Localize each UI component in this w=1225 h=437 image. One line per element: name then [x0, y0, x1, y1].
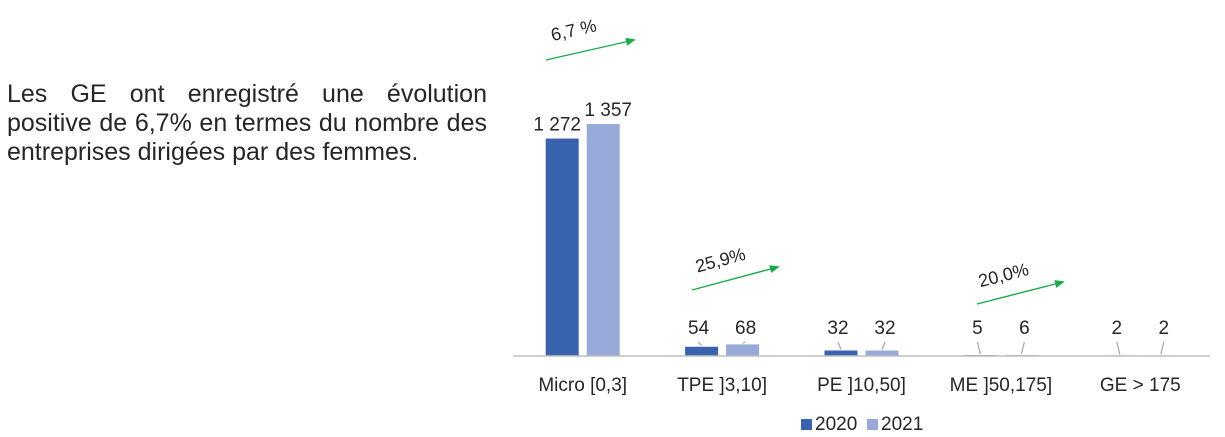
description-paragraph: Les GE ont enregistré une évolution posi… — [7, 80, 487, 166]
leader-line-2021-2 — [881, 341, 886, 350]
growth-label: 25,9% — [693, 244, 747, 277]
category-tick-label: ME ]50,175] — [950, 375, 1052, 396]
bar-2020-2 — [824, 350, 858, 356]
leader-line-2020-2 — [837, 341, 842, 350]
bar-2020-0 — [545, 138, 579, 356]
legend-swatch-2021 — [867, 419, 878, 430]
bar-2020-1 — [685, 346, 719, 356]
data-label-2021-1: 68 — [735, 318, 756, 339]
data-label-2021-3: 6 — [1019, 318, 1030, 339]
growth-arrow — [691, 265, 780, 291]
leader-line-2020-1 — [698, 341, 703, 347]
category-tick-label: TPE ]3,10] — [677, 375, 767, 396]
data-label-2020-0: 1 272 — [533, 115, 581, 136]
leader-line-2021-4 — [1160, 341, 1165, 355]
bar-2021-1 — [726, 344, 760, 356]
growth-label: 6,7 % — [549, 15, 598, 45]
growth-label: 20,0% — [976, 259, 1030, 291]
data-label-2020-2: 32 — [827, 318, 848, 339]
data-label-2020-4: 2 — [1112, 318, 1123, 339]
leader-line-2020-3 — [976, 341, 981, 355]
growth-arrow — [976, 280, 1065, 305]
data-label-2020-1: 54 — [688, 318, 710, 339]
bar-2021-0 — [586, 124, 620, 356]
bar-2021-2 — [865, 350, 899, 356]
data-label-2021-2: 32 — [874, 318, 895, 339]
category-tick-label: GE > 175 — [1100, 375, 1181, 396]
legend-label-2021: 2021 — [881, 414, 923, 435]
legend-swatch-2020 — [801, 419, 812, 430]
leader-line-2021-3 — [1020, 341, 1025, 355]
leader-line-2020-4 — [1116, 341, 1121, 355]
category-tick-label: Micro [0,3] — [538, 375, 627, 396]
growth-arrow — [545, 37, 636, 61]
legend-label-2020: 2020 — [815, 414, 857, 435]
category-tick-label: PE ]10,50] — [817, 375, 906, 396]
data-label-2020-3: 5 — [972, 318, 983, 339]
data-label-2021-0: 1 357 — [584, 100, 632, 121]
data-label-2021-4: 2 — [1159, 318, 1170, 339]
leader-line-2021-1 — [742, 341, 746, 344]
